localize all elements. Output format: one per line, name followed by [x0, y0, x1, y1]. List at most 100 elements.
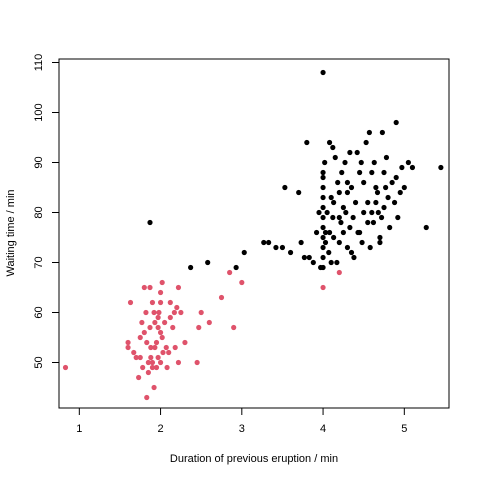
- data-point-short: [178, 309, 184, 316]
- data-point-short: [143, 309, 149, 316]
- data-point-long: [354, 149, 360, 156]
- data-point-long: [377, 239, 383, 246]
- data-point-long: [188, 264, 194, 271]
- x-tick-label: 5: [401, 423, 407, 435]
- data-point-long: [326, 139, 333, 146]
- data-point-long: [393, 174, 399, 181]
- data-point-short: [137, 334, 143, 341]
- data-point-short: [155, 354, 161, 361]
- y-tick-label: 80: [33, 206, 45, 218]
- data-point-short: [182, 339, 188, 346]
- data-point-long: [342, 159, 348, 166]
- data-point-short: [175, 284, 182, 291]
- data-point-long: [326, 249, 332, 256]
- data-point-long: [395, 214, 401, 221]
- data-point-short: [167, 299, 173, 306]
- data-point-short: [170, 324, 176, 331]
- data-point-long: [328, 194, 334, 201]
- data-point-short: [159, 279, 165, 286]
- data-point-long: [401, 184, 407, 191]
- data-point-long: [328, 259, 334, 266]
- data-point-short: [137, 354, 143, 361]
- data-point-short: [153, 339, 160, 346]
- y-tick-label: 50: [33, 356, 45, 368]
- data-point-short: [156, 309, 162, 316]
- data-point-short: [148, 344, 154, 351]
- data-point-short: [198, 309, 204, 316]
- data-point-long: [385, 194, 391, 201]
- data-point-short: [127, 299, 134, 306]
- data-point-long: [336, 214, 342, 221]
- data-point-long: [298, 239, 304, 246]
- data-point-long: [320, 224, 326, 231]
- data-point-long: [273, 244, 279, 251]
- data-point-long: [359, 239, 365, 246]
- data-point-long: [320, 214, 326, 221]
- y-tick-label: 60: [33, 306, 45, 318]
- data-point-long: [301, 254, 307, 261]
- data-point-short: [148, 354, 154, 361]
- data-point-short: [157, 359, 164, 366]
- data-point-long: [335, 179, 341, 186]
- data-point-short: [155, 314, 161, 321]
- data-point-short: [172, 344, 178, 351]
- data-point-long: [344, 244, 351, 251]
- data-point-long: [365, 219, 371, 226]
- data-point-long: [363, 139, 369, 146]
- data-point-short: [139, 319, 145, 326]
- data-point-long: [358, 159, 364, 166]
- data-point-short: [145, 369, 151, 376]
- data-point-long: [339, 169, 345, 176]
- data-point-long: [347, 149, 353, 156]
- data-point-long: [287, 249, 294, 256]
- data-point-long: [320, 194, 326, 201]
- x-tick-label: 1: [76, 423, 82, 435]
- data-point-long: [331, 234, 337, 241]
- data-point-short: [174, 304, 180, 311]
- data-point-long: [370, 219, 377, 226]
- data-point-long: [383, 184, 389, 191]
- data-point-short: [62, 364, 69, 371]
- data-point-long: [320, 174, 326, 181]
- data-point-short: [167, 314, 173, 321]
- data-point-long: [344, 179, 351, 186]
- data-point-long: [423, 224, 429, 231]
- data-point-long: [306, 254, 312, 261]
- data-point-short: [125, 339, 131, 346]
- data-point-long: [336, 239, 342, 246]
- data-point-long: [320, 204, 326, 211]
- data-point-short: [149, 364, 156, 371]
- data-point-short: [227, 269, 233, 276]
- data-point-long: [393, 119, 399, 126]
- data-point-short: [147, 324, 153, 331]
- data-point-long: [313, 229, 320, 236]
- data-point-long: [316, 209, 322, 216]
- data-point-long: [361, 179, 367, 186]
- data-point-long: [377, 234, 383, 241]
- data-point-long: [266, 239, 272, 246]
- data-point-long: [369, 169, 375, 176]
- data-point-short: [157, 299, 164, 306]
- data-point-short: [164, 364, 170, 371]
- data-point-long: [405, 159, 411, 166]
- data-point-short: [151, 309, 157, 316]
- data-point-long: [330, 144, 336, 151]
- data-point-long: [261, 239, 267, 246]
- data-point-long: [347, 224, 353, 231]
- data-point-short: [152, 319, 158, 326]
- data-point-long: [320, 69, 326, 76]
- data-point-short: [194, 359, 200, 366]
- data-point-long: [389, 179, 395, 186]
- data-point-long: [397, 189, 403, 196]
- data-point-short: [144, 394, 150, 401]
- data-point-long: [326, 229, 333, 236]
- data-point-short: [140, 364, 146, 371]
- data-point-long: [340, 229, 346, 236]
- data-point-long: [378, 214, 385, 221]
- x-tick-label: 2: [158, 423, 164, 435]
- data-point-short: [166, 349, 172, 356]
- data-point-long: [357, 169, 363, 176]
- data-point-short: [231, 324, 237, 331]
- data-point-long: [296, 189, 302, 196]
- data-point-long: [331, 199, 337, 206]
